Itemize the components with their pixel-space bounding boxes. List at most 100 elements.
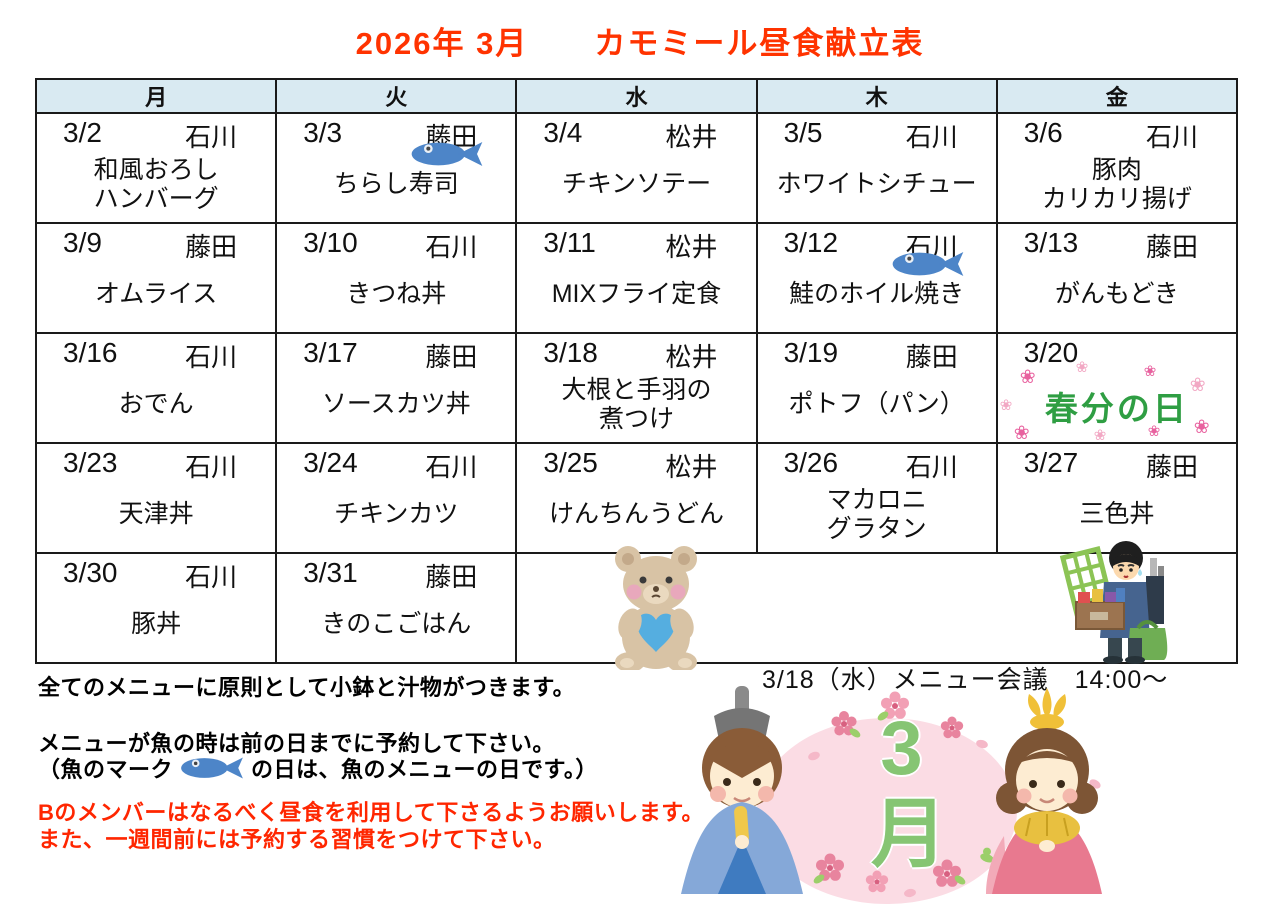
menu-cell: 3/3 藤田 ちらし寿司 <box>275 112 518 224</box>
cell-menu: がんもどき <box>1054 280 1179 309</box>
cell-menu: マカロニ グラタン <box>826 485 927 544</box>
cell-date: 3/24 <box>303 447 358 478</box>
menu-cell: 3/6 石川 豚肉 カリカリ揚げ <box>995 112 1239 224</box>
cell-cook: 藤田 <box>1145 232 1198 262</box>
cell-menu: 和風おろし ハンバーグ <box>93 155 219 214</box>
cell-menu: チキンソテー <box>561 170 712 199</box>
cell-cook: 藤田 <box>425 342 478 372</box>
cell-cook: 松井 <box>665 122 718 152</box>
cell-date: 3/6 <box>1023 117 1063 148</box>
cell-menu: ポトフ（パン） <box>788 390 965 419</box>
menu-cell: 3/9 藤田 オムライス <box>34 222 278 334</box>
header-friday: 金 <box>995 78 1239 114</box>
note-fish-reservation: メニューが魚の時は前の日までに予約して下さい。 <box>38 731 555 756</box>
holiday-cell-spring-equinox: 3/20 春分の日 ❀ ❀ ❀ ❀ ❀ ❀ ❀ ❀ ❀ <box>995 332 1239 444</box>
cell-cook: 藤田 <box>185 232 238 262</box>
cell-cook: 松井 <box>665 452 718 482</box>
table-row: 3/2 石川 和風おろし ハンバーグ 3/3 藤田 ちらし寿司 3/4 松井 チキンソ… <box>34 112 1239 224</box>
weekday-header-row: 月 火 水 木 金 <box>34 78 1239 114</box>
note-fish-mark-prefix: （魚のマーク <box>38 757 174 782</box>
menu-cell: 3/12 石川 鮭のホイル焼き <box>755 222 998 334</box>
cell-date: 3/20 <box>1023 337 1079 368</box>
menu-cell: 3/30 石川 豚丼 <box>34 552 278 664</box>
cell-cook: 石川 <box>1145 122 1198 152</box>
page-title: 2026年 3月 カモミール昼食献立表 <box>355 26 925 61</box>
menu-cell: 3/19 藤田 ポトフ（パン） <box>755 332 998 444</box>
female-hina-doll <box>986 688 1102 894</box>
menu-cell: 3/5 石川 ホワイトシチュー <box>755 112 998 224</box>
cell-date: 3/16 <box>63 337 118 368</box>
sakura-icon: ❀ <box>999 397 1013 414</box>
sakura-icon: ❀ <box>1189 375 1206 396</box>
cell-date: 3/27 <box>1023 447 1079 478</box>
month-label: 3月 <box>859 706 944 871</box>
cell-date: 3/10 <box>303 227 358 258</box>
fish-icon <box>892 252 964 276</box>
cell-menu: 豚丼 <box>131 610 182 639</box>
cell-date: 3/31 <box>303 557 358 588</box>
menu-cell: 3/31 藤田 きのこごはん <box>275 552 518 664</box>
cell-date: 3/12 <box>783 227 839 258</box>
table-row: 3/16 石川 おでん 3/17 藤田 ソースカツ丼 3/18 松井 大根と手羽の 煮… <box>34 332 1239 444</box>
fish-icon <box>412 142 483 166</box>
menu-cell: 3/16 石川 おでん <box>34 332 278 444</box>
cell-cook: 石川 <box>905 122 958 152</box>
cell-menu: 豚肉 カリカリ揚げ <box>1041 155 1192 214</box>
cell-date: 3/23 <box>63 447 118 478</box>
cell-menu: おでん <box>118 390 194 419</box>
header-tuesday: 火 <box>275 78 518 114</box>
table-row: 3/9 藤田 オムライス 3/10 石川 きつね丼 3/11 松井 MIXフライ定食 … <box>34 222 1239 334</box>
sakura-icon: ❀ <box>1075 359 1089 376</box>
cell-cook: 藤田 <box>425 562 478 592</box>
header-monday: 月 <box>34 78 278 114</box>
cell-menu: 鮭のホイル焼き <box>789 280 965 309</box>
cell-cook: 石川 <box>185 562 238 592</box>
fish-icon <box>181 757 243 779</box>
hina-dolls-march-illustration <box>681 686 1102 904</box>
sakura-icon: ❀ <box>1143 363 1157 380</box>
header-wednesday: 水 <box>515 78 758 114</box>
menu-cell: 3/13 藤田 がんもどき <box>995 222 1239 334</box>
cell-date: 3/9 <box>63 227 102 258</box>
sakura-icon: ❀ <box>1093 427 1107 444</box>
cell-menu: きのこごはん <box>321 610 472 639</box>
cell-menu: ちらし寿司 <box>333 170 459 199</box>
menu-cell: 3/17 藤田 ソースカツ丼 <box>275 332 518 444</box>
menu-cell: 3/26 石川 マカロニ グラタン <box>755 442 998 554</box>
cell-date: 3/26 <box>783 447 839 478</box>
cell-menu: 天津丼 <box>118 500 194 529</box>
spring-equinox-art: 春分の日 ❀ ❀ ❀ ❀ ❀ ❀ ❀ ❀ ❀ <box>998 359 1236 444</box>
menu-cell: 3/23 石川 天津丼 <box>34 442 278 554</box>
sakura-icon: ❀ <box>1013 423 1030 444</box>
cell-menu: ソースカツ丼 <box>321 390 471 419</box>
cell-menu: ホワイトシチュー <box>776 170 977 199</box>
note-red-line2: また、一週間前には予約する習慣をつけて下さい。 <box>38 827 556 852</box>
menu-cell: 3/24 石川 チキンカツ <box>275 442 518 554</box>
cell-menu: MIXフライ定食 <box>551 280 722 309</box>
cell-date: 3/5 <box>783 117 823 148</box>
header-thursday: 木 <box>755 78 998 114</box>
note-red-request: Bのメンバーはなるべく昼食を利用して下さるようお願いします。 また、一週間前には… <box>38 799 704 853</box>
cell-date: 3/18 <box>543 337 598 368</box>
cell-date: 3/11 <box>543 227 596 258</box>
cell-cook: 石川 <box>185 342 238 372</box>
cell-cook: 松井 <box>665 342 718 372</box>
menu-cell: 3/2 石川 和風おろし ハンバーグ <box>34 112 278 224</box>
cell-cook: 石川 <box>185 452 238 482</box>
cell-menu: きつね丼 <box>346 280 447 309</box>
cell-cook: 石川 <box>425 452 478 482</box>
holiday-label: 春分の日 <box>1044 390 1189 427</box>
sakura-icon: ❀ <box>1193 417 1210 438</box>
cell-date: 3/25 <box>543 447 598 478</box>
cell-menu: チキンカツ <box>334 500 459 529</box>
sakura-icon: ❀ <box>1019 367 1036 388</box>
cell-menu: けんちんうどん <box>548 500 724 529</box>
cell-cook: 松井 <box>665 232 718 262</box>
cell-date: 3/13 <box>1023 227 1079 258</box>
meeting-note: 3/18（水）メニュー会議 14:00～ <box>762 666 1169 694</box>
male-hina-doll <box>681 686 803 894</box>
note-red-line1: Bのメンバーはなるべく昼食を利用して下さるようお願いします。 <box>38 800 705 825</box>
note-fish-mark: （魚のマーク の日は、魚のメニューの日です。） <box>38 752 598 784</box>
note-fish-mark-suffix: の日は、魚のメニューの日です。） <box>251 757 598 782</box>
